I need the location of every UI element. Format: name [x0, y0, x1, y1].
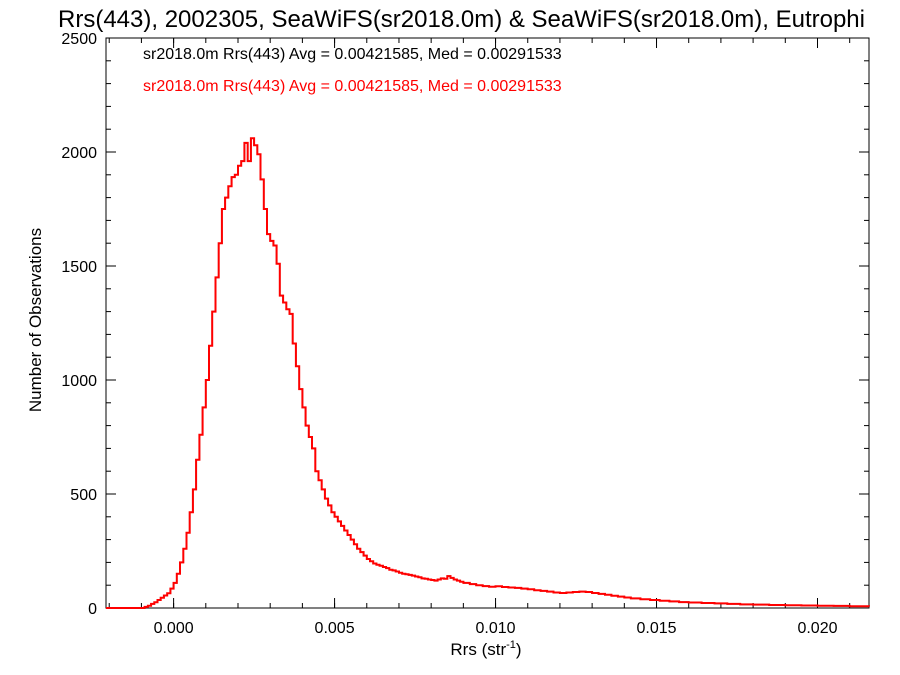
x-axis-label: Rrs (str-1) — [450, 639, 521, 659]
x-tick-label: 0.010 — [476, 620, 516, 637]
x-tick-label: 0.015 — [636, 620, 676, 637]
x-tick-label: 0.005 — [315, 620, 355, 637]
y-tick-label: 1500 — [61, 259, 97, 276]
x-axis-label-superscript: -1 — [506, 639, 516, 651]
x-axis: 0.000 0.005 0.010 0.015 0.020 — [108, 38, 851, 637]
series-line-black — [106, 137, 870, 609]
chart-title: Rrs(443), 2002305, SeaWiFS(sr2018.0m) & … — [58, 6, 865, 33]
y-tick-label: 2500 — [61, 31, 97, 48]
y-tick-label: 2000 — [61, 145, 97, 162]
x-axis-label-end: ) — [516, 640, 522, 659]
series-layer — [106, 137, 870, 609]
y-tick-label: 0 — [88, 601, 97, 618]
y-tick-label: 1000 — [61, 373, 97, 390]
legend-entry-red: sr2018.0m Rrs(443) Avg = 0.00421585, Med… — [143, 78, 562, 95]
x-axis-label-main: Rrs (str — [450, 640, 506, 659]
plot-frame — [105, 37, 870, 609]
legend: sr2018.0m Rrs(443) Avg = 0.00421585, Med… — [143, 46, 562, 95]
series-line-red — [106, 137, 870, 609]
y-axis-label: Number of Observations — [26, 228, 45, 412]
y-tick-label: 500 — [70, 487, 97, 504]
x-tick-label: 0.000 — [154, 620, 194, 637]
x-tick-label: 0.020 — [797, 620, 837, 637]
legend-entry-black: sr2018.0m Rrs(443) Avg = 0.00421585, Med… — [143, 46, 562, 63]
y-axis: 0 500 1000 1500 2000 2500 — [61, 31, 869, 618]
